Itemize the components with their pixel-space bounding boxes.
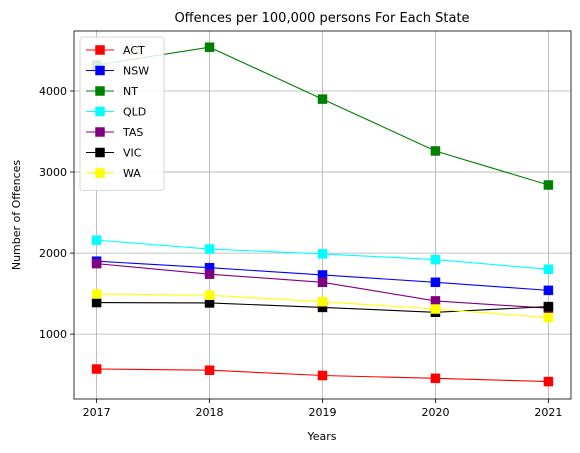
data-point-qld [317,249,328,259]
legend-label-tas: TAS [122,126,143,139]
x-tick-label: 2019 [309,406,337,419]
x-tick-label: 2018 [196,406,224,419]
legend-label-vic: VIC [123,147,142,160]
data-point-wa [543,312,554,323]
x-tick-label: 2021 [534,406,562,419]
chart-title: Offences per 100,000 persons For Each St… [174,11,469,26]
legend-box [79,36,165,191]
legend-label-act: ACT [123,44,145,57]
legend-item-vic: VIC [86,147,142,160]
legend-item-tas: TAS [86,126,143,139]
data-point-nt [204,42,215,52]
legend-item-nsw: NSW [86,65,149,78]
data-point-act [204,365,215,375]
data-point-qld [91,235,102,245]
data-point-wa [430,304,441,314]
data-point-vic [91,297,102,308]
legend: ACT NSW NT QLD TAS VIC WA [79,36,165,191]
series-act [91,364,554,387]
legend-item-nt: NT [86,85,138,98]
legend-label-qld: QLD [123,106,146,119]
legend-item-qld: QLD [86,106,146,119]
legend-marker-vic [95,147,105,158]
data-point-act [91,364,102,374]
data-point-act [543,376,554,387]
data-point-nt [543,180,554,190]
legend-label-nsw: NSW [123,65,149,78]
data-point-act [430,373,441,384]
legend-marker-tas [95,127,105,137]
x-tick-label: 2020 [421,406,449,419]
legend-item-wa: WA [86,167,141,180]
y-tick-label: 4000 [39,85,67,98]
legend-marker-wa [95,168,105,178]
legend-marker-nsw [95,65,105,76]
x-tick-label: 2017 [83,406,111,419]
data-point-vic [543,301,554,312]
y-tick-label: 1000 [39,328,67,341]
data-point-nsw [543,285,554,296]
legend-marker-act [95,45,105,55]
series-nt [91,42,554,190]
data-point-qld [543,264,554,275]
data-point-wa [91,289,102,299]
x-axis: 2017 2018 2019 2020 2021 [83,399,562,419]
data-point-nt [317,94,328,104]
data-point-wa [317,296,328,307]
data-point-act [317,370,328,381]
data-point-qld [430,254,441,265]
y-tick-label: 2000 [39,247,67,260]
y-axis-label: Number of Offences [10,160,23,271]
legend-marker-qld [95,106,105,117]
y-axis: 1000 2000 3000 4000 [39,85,74,341]
series-qld [91,235,554,275]
data-point-nsw [430,277,441,288]
data-point-qld [204,244,215,254]
x-axis-label: Years [306,430,336,443]
series-layer [91,42,554,387]
data-point-nt [430,146,441,156]
series-wa [91,289,554,323]
legend-item-act: ACT [86,44,145,57]
data-point-tas [317,277,328,288]
data-point-tas [91,258,102,269]
legend-label-wa: WA [123,167,141,180]
y-tick-label: 3000 [39,166,67,179]
data-point-wa [204,290,215,300]
legend-marker-nt [95,86,105,96]
legend-label-nt: NT [123,85,138,98]
data-point-tas [430,296,441,306]
data-point-tas [204,269,215,279]
